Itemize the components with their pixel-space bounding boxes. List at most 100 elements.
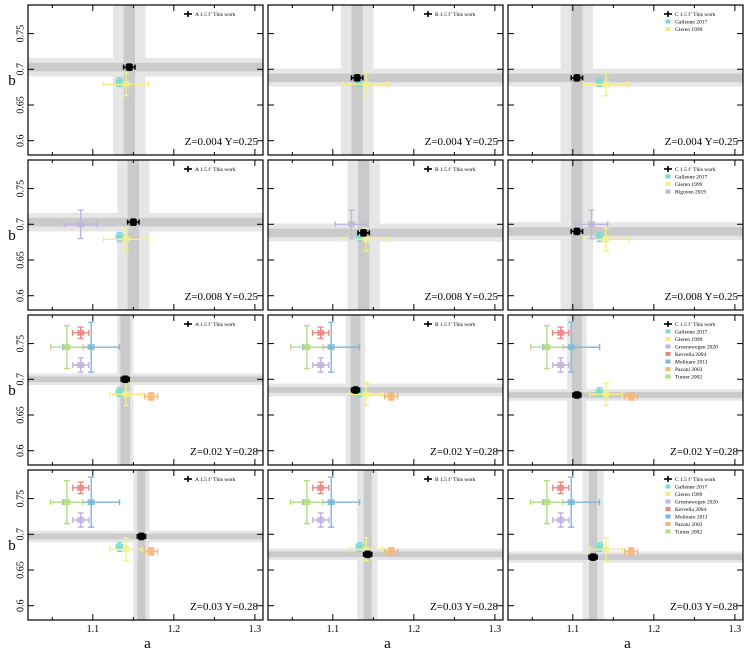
x-tick-label: 1.3 <box>249 624 262 635</box>
y-tick-label: 0.7 <box>15 528 26 541</box>
point-molinaro-2011-marker <box>327 344 335 351</box>
point-groenewegen-2020-marker <box>557 362 565 368</box>
legend-label: Pazoni 2003 <box>675 367 703 373</box>
point-pazoni-2003 <box>623 392 639 401</box>
point-this-work-marker <box>125 64 133 71</box>
legend-label: Gieren 1999 <box>675 492 703 498</box>
legend-label: Molinaro 2011 <box>675 360 708 366</box>
legend-marker <box>665 352 671 356</box>
y-axis-label: b <box>8 538 16 554</box>
point-this-work-marker <box>360 229 368 236</box>
legend-label: A 1.5 f’ This work <box>195 166 236 173</box>
point-this-work <box>350 74 364 82</box>
y-tick-label: 0.6 <box>15 134 26 147</box>
x-tick-label: 1.1 <box>567 624 580 635</box>
legend-marker <box>665 507 671 511</box>
panel-r1-c3: Z=0.004 Y=0.25 C 1.5 f’ This work Gallenne… <box>507 4 744 156</box>
legend-item: Pazoni 2003 <box>665 367 703 373</box>
point-gieren-1999-marker <box>122 391 130 398</box>
panel-frame <box>507 314 744 466</box>
panel-r4-c1: 0.6 0.65 0.7 0.75 b 1.1 1.2 1.3 a Z=0.03 Y=0.28 A … <box>8 469 264 652</box>
x-tick-label: 1.2 <box>408 624 421 635</box>
legend-marker <box>665 522 671 526</box>
point-turner-2002 <box>289 480 324 525</box>
point-molinaro-2011 <box>302 476 361 528</box>
point-gallenne-2017-marker <box>116 234 124 241</box>
point-gieren-1999 <box>589 537 623 562</box>
point-molinaro-2011-marker <box>327 499 335 506</box>
point-kervella-2004-marker <box>317 484 325 491</box>
legend-item: Turner 2002 <box>665 529 702 536</box>
band-a-inner <box>123 5 135 155</box>
legend-marker <box>665 492 671 496</box>
legend-label: Kervella 2004 <box>675 507 707 513</box>
legend-item: A 1.5 f’ This work <box>184 166 236 173</box>
x-tick-label: 1.3 <box>729 624 742 635</box>
panel-r3-c2-plot-area <box>268 315 503 465</box>
panel-annotation: Z=0.02 Y=0.28 <box>670 446 738 458</box>
y-axis-label: b <box>8 383 16 399</box>
point-groenewegen-2020 <box>311 512 330 528</box>
point-gieren-1999 <box>589 382 623 407</box>
panel-annotation: Z=0.008 Y=0.25 <box>185 291 259 303</box>
legend-label: Kervella 2004 <box>675 352 707 358</box>
point-this-work-marker <box>364 551 372 558</box>
panel-r4-c3: 1.1 1.2 1.3 a Z=0.03 Y=0.28 C 1.5 f’ This wor… <box>507 469 744 652</box>
y-tick-label: 0.65 <box>15 96 26 114</box>
point-this-work <box>357 229 371 237</box>
point-this-work-marker <box>573 392 581 398</box>
legend-item: Gallenne 2017 <box>665 329 707 336</box>
panel-frame <box>507 4 744 156</box>
point-molinaro-2011-marker <box>567 499 575 506</box>
panel-r3-c1-plot-area <box>28 315 263 465</box>
panel-frame <box>267 4 504 156</box>
legend-marker <box>665 499 671 504</box>
band-b-inner <box>268 73 503 83</box>
y-tick-label: 0.7 <box>15 63 26 76</box>
point-rigoyen-2019 <box>63 209 98 240</box>
point-gallenne-2017-marker <box>356 234 364 241</box>
point-kervella-2004-marker <box>77 329 85 336</box>
point-pazoni-2003-marker <box>627 548 635 555</box>
point-turner-2002-marker <box>63 499 71 506</box>
legend-item: C 1.5 f’ This work <box>664 166 716 173</box>
point-molinaro-2011-marker <box>567 344 575 351</box>
point-this-work <box>122 63 136 71</box>
legend-label: Groenewegen 2020 <box>675 500 718 506</box>
legend-label: Molinaro 2011 <box>675 515 708 521</box>
legend-label: A 1.5 f’ This work <box>195 476 236 483</box>
panel-frame <box>267 469 504 621</box>
legend-marker <box>665 359 671 364</box>
point-this-work-marker <box>137 533 145 540</box>
point-molinaro-2011-marker <box>87 344 95 351</box>
point-turner-2002-marker <box>543 344 551 351</box>
point-gallenne-2017 <box>355 542 364 553</box>
legend-item: A 1.5 f’ This work <box>184 321 236 328</box>
panel-annotation: Z=0.004 Y=0.25 <box>425 136 499 148</box>
band-b-inner <box>508 73 743 83</box>
point-gieren-1999-marker <box>122 236 130 243</box>
y-tick-label: 0.7 <box>15 218 26 231</box>
legend-label: Turner 2002 <box>675 530 702 536</box>
point-gallenne-2017-marker <box>116 544 124 551</box>
point-pazoni-2003 <box>143 392 159 401</box>
point-this-work <box>570 227 584 236</box>
point-this-work-marker <box>353 74 361 81</box>
point-gieren-1999-marker <box>362 81 370 88</box>
x-tick-label: 1.2 <box>648 624 661 635</box>
point-gallenne-2017 <box>115 387 124 398</box>
band-a-inner <box>127 160 140 310</box>
band-b-inner <box>508 227 743 236</box>
point-gieren-1999 <box>109 537 143 562</box>
panel-frame <box>27 159 264 311</box>
legend-label: Gallenne 2017 <box>675 175 707 181</box>
legend-label: Gieren 1999 <box>675 27 703 33</box>
legend-marker <box>665 174 671 179</box>
legend-label: A 1.5 f’ This work <box>195 11 236 18</box>
point-this-work-marker <box>352 387 360 393</box>
panel-r1-c1-plot-area <box>28 5 263 155</box>
point-gieren-1999-marker <box>602 391 610 398</box>
point-gieren-1999-marker <box>362 546 370 553</box>
point-kervella-2004 <box>71 326 90 340</box>
